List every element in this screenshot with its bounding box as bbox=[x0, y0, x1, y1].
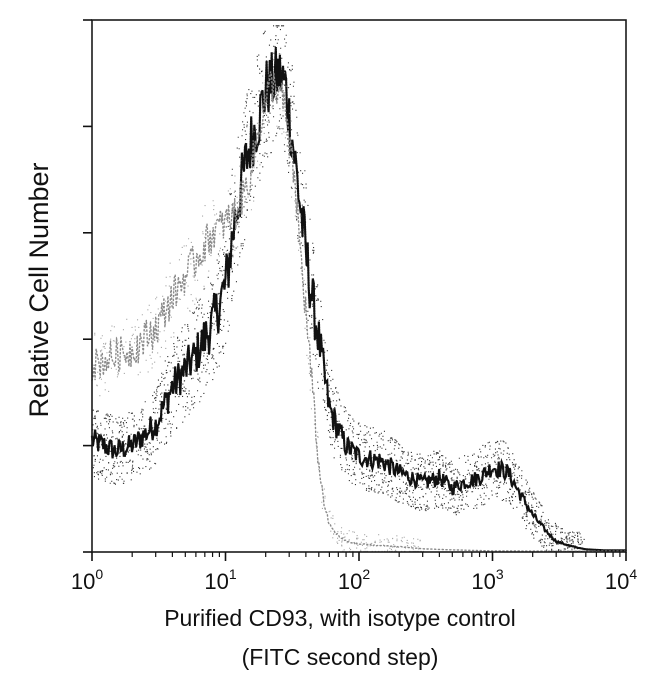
x-tick-label: 104 bbox=[605, 566, 637, 594]
series-0 bbox=[90, 25, 628, 553]
series-1-line bbox=[91, 71, 627, 552]
x-tick-label: 103 bbox=[471, 566, 503, 594]
y-axis-title: Relative Cell Number bbox=[24, 162, 54, 417]
series-1 bbox=[91, 53, 627, 552]
series-0-speckle bbox=[91, 25, 585, 553]
series-0-line bbox=[90, 46, 628, 552]
x-tick-label: 102 bbox=[338, 566, 370, 594]
axis-layer: 100 101 102 103 104 bbox=[71, 19, 637, 594]
series-layer bbox=[90, 25, 628, 553]
x-tick-label: 101 bbox=[204, 566, 236, 594]
x-axis-title-line2: (FITC second step) bbox=[242, 644, 439, 670]
plot-frame bbox=[91, 19, 627, 553]
x-axis-title: Purified CD93, with isotype control bbox=[164, 605, 516, 631]
x-tick-label: 100 bbox=[71, 566, 103, 594]
